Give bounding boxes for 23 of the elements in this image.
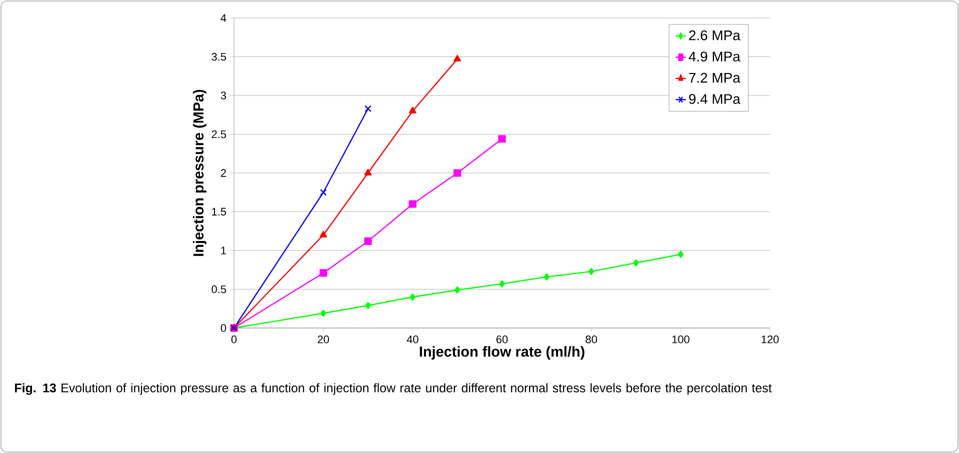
y-tick-label: 1 [221,246,226,254]
x-tick-label: 0 [231,336,237,344]
legend-label: 7.2 MPa [689,72,740,83]
y-tick-label: 4 [220,14,226,22]
y-tick-label: 3.5 [212,52,226,61]
x-tick-label: 100 [672,336,690,344]
y-axis-title: Injection pressure (MPa) [192,90,206,256]
legend-label: 2.6 MPa [689,30,740,40]
y-tick-label: 2.5 [212,130,226,138]
text: Fig. 13 Evolution of injection pressure as a function of injection flow rate under different normal stress levels before the percolation test [15,383,772,395]
x-tick-label: 120 [762,336,779,344]
x-tick-label: 60 [496,336,508,344]
x-tick-label: 80 [586,336,597,344]
legend-label: 9.4 MPa [689,94,740,104]
x-tick-label: 40 [406,336,418,344]
y-tick-label: 1.5 [212,208,226,216]
legend-label: 4.9 MPa [688,52,740,62]
x-axis-title: Injection flow rate (ml/h) [420,346,584,360]
x-tick-label: 20 [318,336,329,344]
y-tick-label: 0 [220,324,226,332]
y-tick-label: 0.5 [212,285,226,294]
y-tick-label: 2 [220,169,226,177]
y-tick-label: 3 [220,92,226,100]
